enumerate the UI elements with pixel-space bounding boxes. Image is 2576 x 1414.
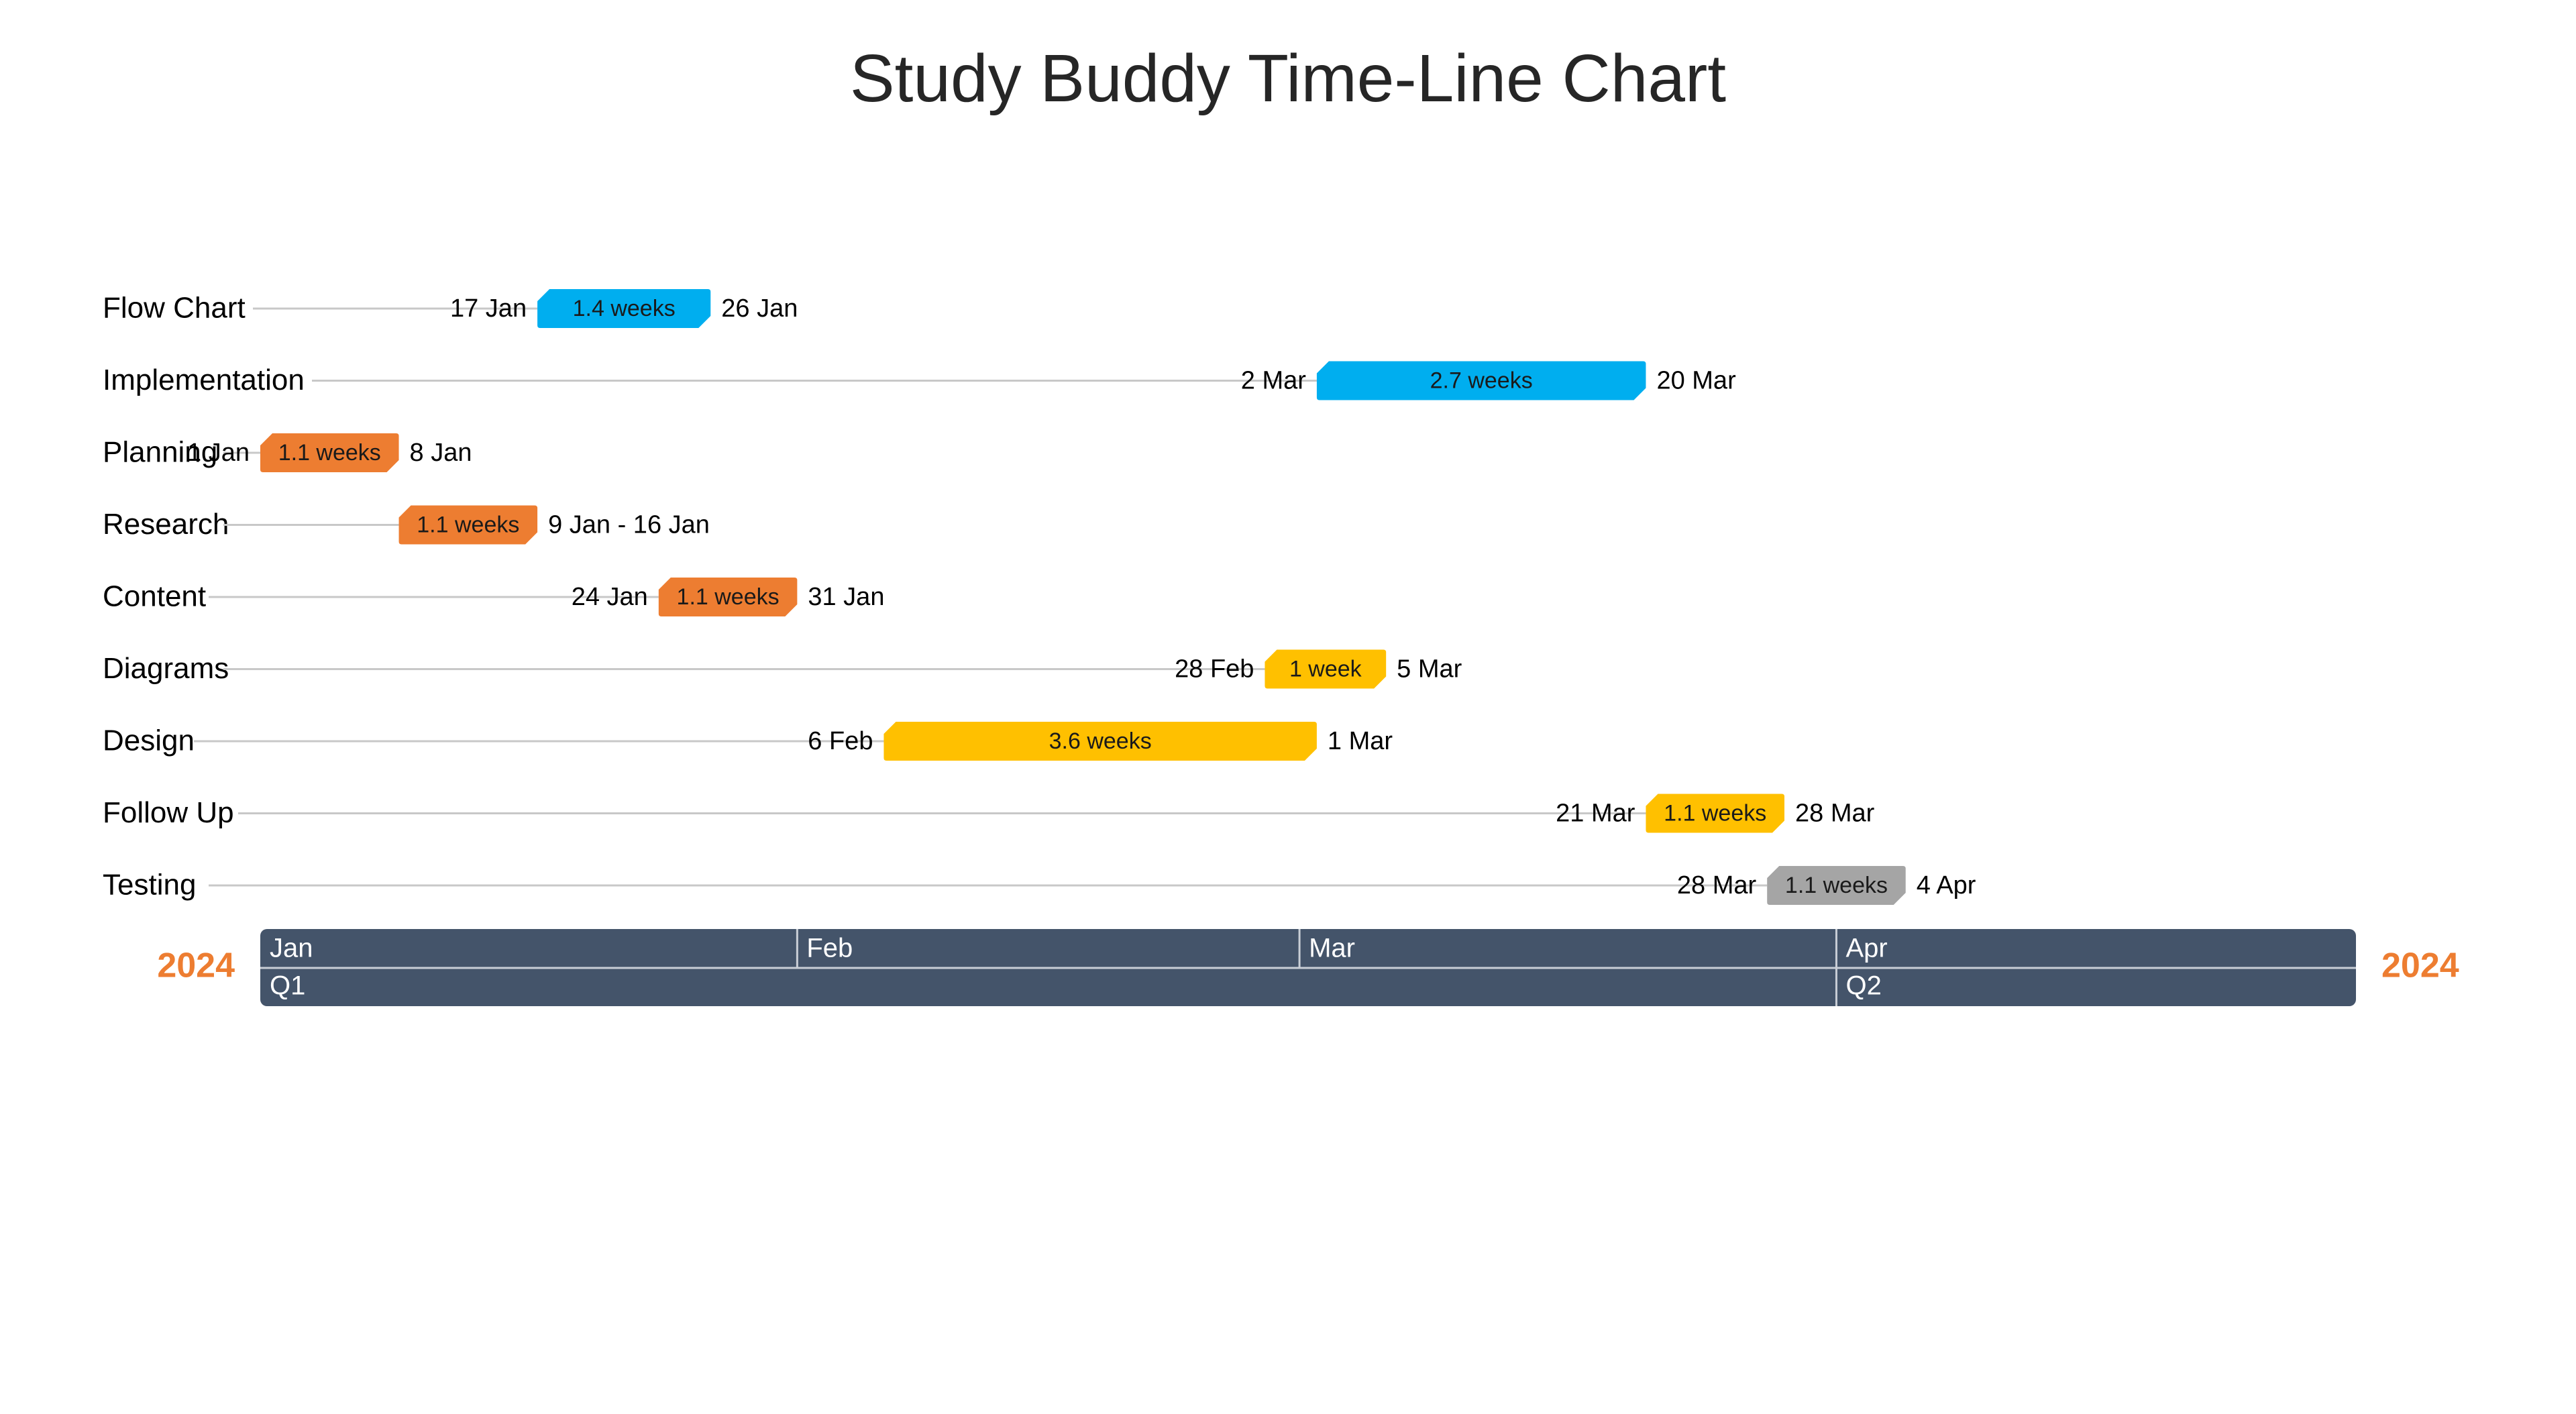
task-bar-follow-up: [1646, 794, 1784, 833]
task-bar-design: [883, 722, 1317, 761]
quarter-label-q2: Q2: [1845, 971, 1881, 1001]
task-label-follow-up: Follow Up: [103, 796, 234, 829]
duration-label-implementation: 2.7 weeks: [1430, 368, 1533, 393]
task-label-diagrams: Diagrams: [103, 652, 229, 685]
year-label-right: 2024: [2381, 946, 2459, 985]
task-bar-implementation: [1316, 361, 1646, 400]
end-date-label-planning: 8 Jan: [410, 439, 472, 467]
quarter-label-q1: Q1: [270, 971, 305, 1001]
start-date-label-follow-up: 21 Mar: [1556, 800, 1635, 828]
end-date-label-follow-up: 28 Mar: [1795, 800, 1875, 828]
month-label-mar: Mar: [1309, 934, 1355, 963]
duration-label-testing: 1.1 weeks: [1785, 873, 1888, 898]
task-label-design: Design: [103, 724, 195, 757]
duration-label-flow-chart: 1.4 weeks: [573, 296, 676, 321]
month-label-jan: Jan: [270, 934, 313, 963]
task-label-flow-chart: Flow Chart: [103, 292, 246, 325]
duration-label-planning: 1.1 weeks: [278, 440, 381, 466]
start-date-label-planning: 1 Jan: [187, 439, 250, 467]
start-date-label-diagrams: 28 Feb: [1175, 655, 1254, 684]
task-label-research: Research: [103, 508, 229, 541]
start-date-label-content: 24 Jan: [572, 583, 648, 611]
start-date-label-testing: 28 Mar: [1677, 871, 1757, 900]
task-bar-diagrams: [1265, 649, 1387, 689]
end-date-label-implementation: 20 Mar: [1656, 367, 1736, 395]
end-date-label-testing: 4 Apr: [1917, 871, 1976, 900]
end-date-label-design: 1 Mar: [1328, 727, 1393, 755]
task-label-planning: Planning: [103, 436, 217, 469]
end-date-label-diagrams: 5 Mar: [1397, 655, 1462, 684]
duration-label-design: 3.6 weeks: [1049, 728, 1152, 754]
chart-title: Study Buddy Time-Line Chart: [849, 41, 1727, 116]
task-bar-testing: [1767, 866, 1906, 905]
month-label-feb: Feb: [806, 934, 853, 963]
start-date-label-flow-chart: 17 Jan: [450, 294, 527, 323]
duration-label-content: 1.1 weeks: [677, 584, 780, 610]
task-bar-planning: [260, 433, 399, 472]
month-label-apr: Apr: [1845, 934, 1887, 963]
task-bar-content: [658, 578, 798, 616]
year-label-left: 2024: [157, 946, 235, 985]
task-label-implementation: Implementation: [103, 364, 305, 396]
duration-label-follow-up: 1.1 weeks: [1664, 800, 1766, 826]
duration-label-research: 1.1 weeks: [417, 512, 519, 537]
task-label-testing: Testing: [103, 869, 196, 902]
task-label-content: Content: [103, 580, 206, 613]
duration-label-diagrams: 1 week: [1289, 656, 1362, 682]
end-date-label-content: 31 Jan: [808, 583, 884, 611]
start-date-label-implementation: 2 Mar: [1241, 367, 1306, 395]
end-date-label-flow-chart: 26 Jan: [721, 294, 798, 323]
task-bar-flow-chart: [537, 289, 711, 328]
task-bar-research: [398, 505, 538, 545]
start-date-label-design: 6 Feb: [808, 727, 873, 755]
date-range-label-research: 9 Jan - 16 Jan: [548, 511, 710, 539]
